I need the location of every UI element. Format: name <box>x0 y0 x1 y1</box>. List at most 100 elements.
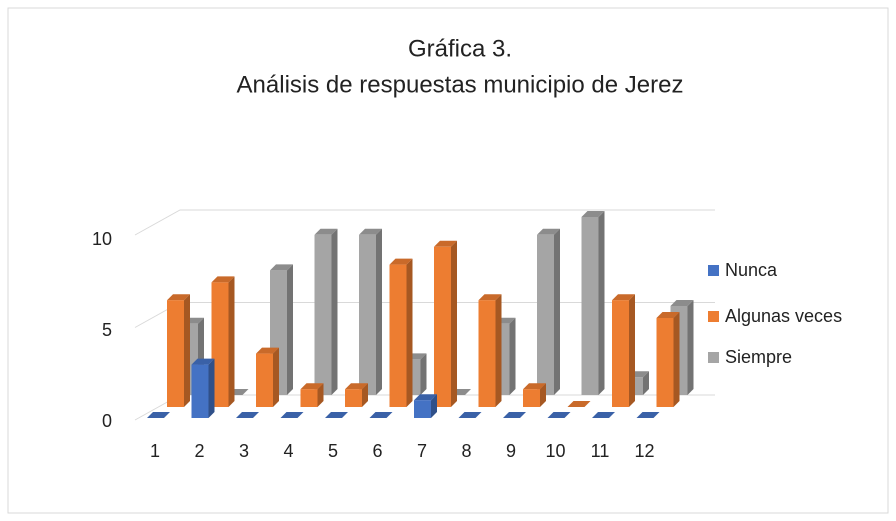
bar-side <box>687 300 694 395</box>
bar-top <box>300 383 324 390</box>
bar-side <box>554 228 560 395</box>
bar-top <box>503 412 526 418</box>
chart-title: Gráfica 3. <box>408 35 512 62</box>
legend-label: Algunas veces <box>725 306 842 326</box>
bar-front <box>612 300 629 407</box>
x-tick-label: 4 <box>283 441 293 461</box>
bar-front <box>211 282 229 407</box>
bar <box>211 276 235 407</box>
bar-top <box>191 358 215 365</box>
bar <box>236 412 259 418</box>
bar-front <box>256 353 273 407</box>
bar-side <box>287 264 293 395</box>
bar-side <box>451 240 457 407</box>
legend-swatch <box>708 352 719 363</box>
bar-side <box>208 358 215 418</box>
bar-top <box>458 412 482 418</box>
bar <box>147 412 170 418</box>
x-tick-label: 9 <box>506 441 516 461</box>
bar-side <box>228 276 235 407</box>
y-tick-label: 10 <box>92 229 112 249</box>
bar-top <box>270 264 293 271</box>
bar-front <box>656 318 674 407</box>
bar-top <box>523 383 546 390</box>
bar <box>300 383 324 407</box>
bar <box>434 240 457 407</box>
bar <box>256 347 279 407</box>
x-tick-label: 6 <box>372 441 382 461</box>
bar-top <box>592 412 615 418</box>
bar-top <box>345 383 368 390</box>
bar-top <box>567 401 591 407</box>
bar <box>414 394 437 418</box>
bar-top <box>612 294 635 301</box>
bar <box>567 401 591 407</box>
bar-top <box>325 412 348 418</box>
bar-side <box>376 228 382 395</box>
bar-front <box>300 389 318 407</box>
bar-top <box>656 312 680 318</box>
bar-side <box>362 383 368 407</box>
bar-top <box>359 228 382 235</box>
x-tick-label: 12 <box>634 441 654 461</box>
legend-label: Nunca <box>725 260 778 280</box>
bar-front <box>478 300 496 407</box>
bar-front <box>191 364 209 418</box>
bar-top <box>670 300 694 306</box>
bar <box>581 211 605 395</box>
bar-front <box>314 234 332 395</box>
x-tick-label: 7 <box>417 441 427 461</box>
bar <box>612 294 635 407</box>
bar-side <box>420 353 427 395</box>
bar <box>191 358 215 418</box>
bar-top <box>211 276 235 283</box>
bar <box>389 258 413 407</box>
bar <box>503 412 526 418</box>
bar-front <box>434 246 451 407</box>
bar-side <box>317 383 324 407</box>
bar-top <box>414 394 437 401</box>
y-tick-label: 5 <box>102 320 112 340</box>
x-tick-label: 3 <box>239 441 249 461</box>
bar-side <box>598 211 605 395</box>
bar-side <box>643 371 649 395</box>
bar-top <box>167 294 190 301</box>
bar-front <box>581 217 599 395</box>
bar <box>547 412 571 418</box>
x-tick-label: 2 <box>194 441 204 461</box>
bar-side <box>273 347 279 407</box>
bar <box>537 228 560 395</box>
bar-top <box>369 412 393 418</box>
bar <box>325 412 348 418</box>
bar-top <box>478 294 502 301</box>
bar-front <box>359 234 376 395</box>
bar-top <box>147 412 170 418</box>
bar-top <box>236 412 259 418</box>
bar-top <box>547 412 571 418</box>
bar <box>359 228 382 395</box>
bar-top <box>537 228 560 235</box>
chart-subtitle: Análisis de respuestas municipio de Jere… <box>237 71 684 98</box>
legend-swatch <box>708 265 719 276</box>
bar-top <box>280 412 304 418</box>
bar <box>167 294 190 407</box>
bar <box>656 312 680 407</box>
x-tick-label: 10 <box>545 441 565 461</box>
bar-front <box>414 400 431 418</box>
bar <box>369 412 393 418</box>
bar <box>280 412 304 418</box>
bar-side <box>540 383 546 407</box>
legend-label: Siempre <box>725 347 792 367</box>
bar-front <box>523 389 540 407</box>
grid-line <box>134 209 715 236</box>
bar <box>345 383 368 407</box>
bar-top <box>636 412 660 418</box>
bar-top <box>389 258 413 265</box>
y-tick-label: 0 <box>102 411 112 431</box>
bar <box>478 294 502 407</box>
bar <box>523 383 546 407</box>
bar-top <box>314 228 338 235</box>
bar <box>636 412 660 418</box>
bar-top <box>256 347 279 354</box>
